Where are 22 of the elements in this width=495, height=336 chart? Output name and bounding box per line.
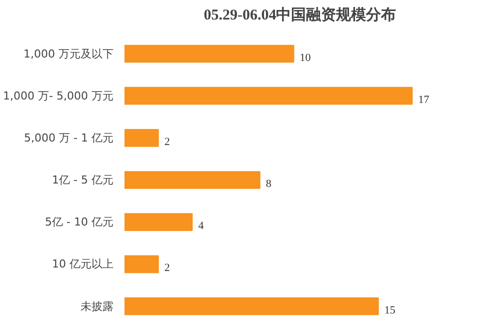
y-tick-label: 5亿 - 10 亿元	[45, 216, 114, 229]
data-label: 2	[164, 262, 170, 274]
bar	[124, 213, 193, 231]
y-tick-label: 1亿 - 5 亿元	[52, 174, 114, 186]
bar	[124, 44, 294, 63]
data-label: 8	[266, 178, 272, 190]
chart-title: 05.29-06.04中国融资规模分布	[204, 6, 396, 24]
bar	[124, 129, 159, 147]
bar	[124, 86, 413, 105]
bar	[124, 255, 159, 274]
y-tick-label: 5,000 万 - 1 亿元	[24, 131, 114, 144]
data-label: 10	[300, 52, 312, 64]
y-tick-label: 1,000 万元及以下	[24, 47, 114, 60]
y-tick-label: 10 亿元以上	[52, 258, 114, 271]
data-label: 17	[418, 94, 430, 106]
data-label: 4	[198, 220, 204, 232]
bar	[124, 297, 379, 316]
bar	[124, 171, 260, 189]
y-tick-label: 未披露	[80, 300, 114, 313]
data-label: 2	[164, 136, 170, 148]
y-tick-label: 1,000 万- 5,000 万元	[3, 89, 114, 102]
data-label: 15	[384, 304, 396, 316]
